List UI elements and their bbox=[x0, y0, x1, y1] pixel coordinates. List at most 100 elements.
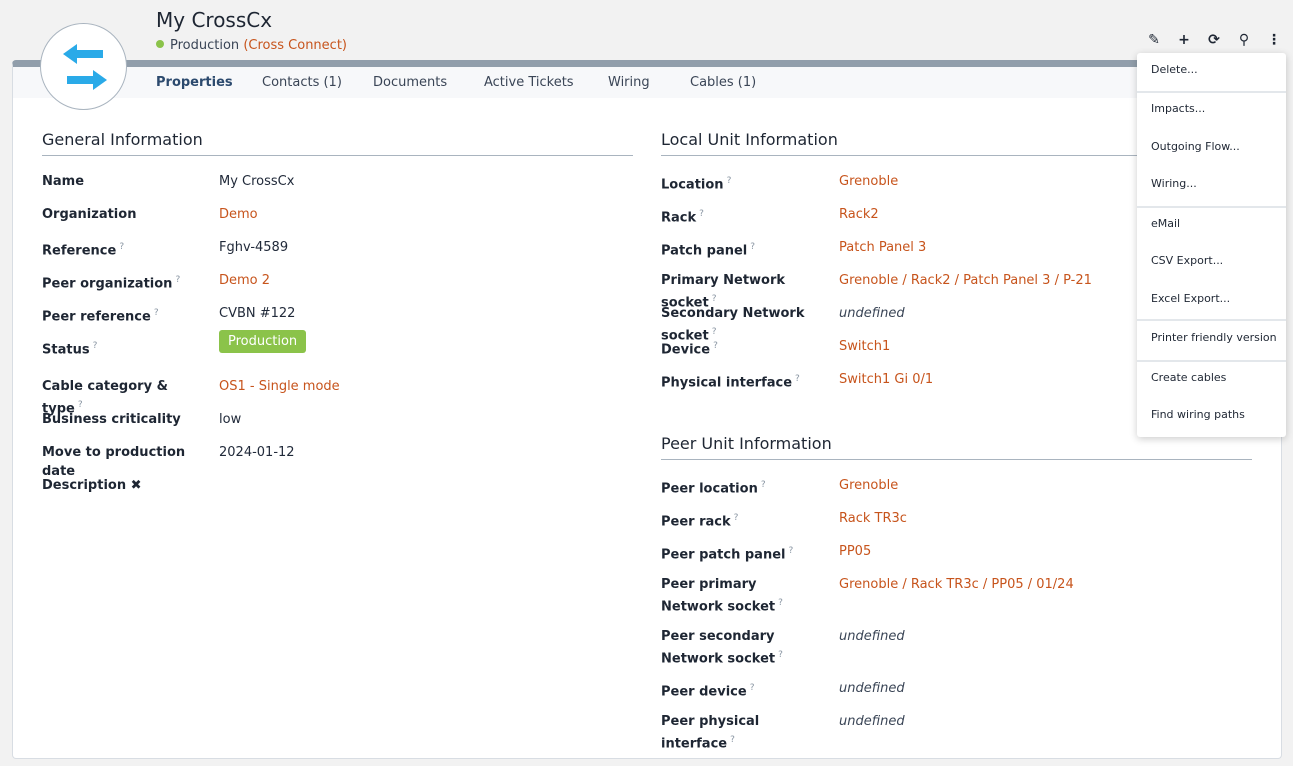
menu-item-excel-export[interactable]: Excel Export... bbox=[1151, 292, 1231, 305]
status-badge: Production bbox=[219, 330, 307, 353]
field-value-cell: undefined bbox=[839, 679, 905, 698]
field-label: Peer rack? bbox=[661, 513, 739, 530]
menu-divider bbox=[1137, 319, 1286, 321]
menu-item-email[interactable]: eMail bbox=[1151, 217, 1181, 230]
field-label: Device? bbox=[661, 341, 718, 358]
field-value-cell: Switch1 bbox=[839, 337, 890, 356]
field-value: 2024-01-12 bbox=[219, 445, 295, 460]
menu-item-wiring[interactable]: Wiring... bbox=[1151, 177, 1197, 190]
field-label: Peer primary Network socket? bbox=[661, 577, 783, 615]
help-icon[interactable]: ? bbox=[711, 327, 717, 337]
field-value-cell: Fghv-4589 bbox=[219, 238, 288, 257]
menu-item-outgoing-flow[interactable]: Outgoing Flow... bbox=[1151, 140, 1240, 153]
field-value[interactable]: PP05 bbox=[839, 544, 872, 559]
field-value[interactable]: Demo 2 bbox=[219, 273, 271, 288]
menu-item-find-wiring-paths[interactable]: Find wiring paths bbox=[1151, 408, 1245, 421]
tab-bar: Properties Contacts (1) Documents Active Ti… bbox=[13, 67, 1281, 98]
field-value[interactable]: Grenoble / Rack2 / Patch Panel 3 / P-21 bbox=[839, 273, 1092, 288]
field-value[interactable]: Grenoble bbox=[839, 478, 899, 493]
tab-properties[interactable]: Properties bbox=[156, 75, 233, 90]
field-value[interactable]: Switch1 bbox=[839, 339, 891, 354]
field-value-cell: undefined bbox=[839, 627, 905, 646]
help-icon[interactable]: ? bbox=[733, 513, 739, 523]
field-value[interactable]: Rack TR3c bbox=[839, 511, 907, 526]
field-value-cell: Rack TR3c bbox=[839, 509, 907, 528]
toolbar: ✎ + ⟳ ⚲ ⋮ bbox=[1146, 32, 1282, 48]
tab-documents[interactable]: Documents bbox=[373, 75, 448, 90]
field-value[interactable]: Switch1 Gi 0/1 bbox=[839, 372, 934, 387]
more-vertical-icon[interactable]: ⋮ bbox=[1267, 32, 1281, 48]
search-icon[interactable]: ⚲ bbox=[1238, 32, 1250, 48]
help-icon[interactable]: ? bbox=[175, 275, 181, 285]
help-icon[interactable]: ? bbox=[77, 400, 83, 410]
field-label: Peer secondary Network socket? bbox=[661, 629, 783, 667]
help-icon[interactable]: ? bbox=[778, 598, 783, 608]
field-label: Move to production date bbox=[42, 445, 186, 479]
menu-divider bbox=[1137, 206, 1286, 208]
field-value-cell: Switch1 Gi 0/1 bbox=[839, 370, 933, 389]
help-icon[interactable]: ? bbox=[153, 308, 159, 318]
menu-item-create-cables[interactable]: Create cables bbox=[1151, 371, 1227, 384]
help-icon[interactable]: ? bbox=[778, 650, 783, 660]
field-value-cell: low bbox=[219, 410, 241, 429]
help-icon[interactable]: ? bbox=[726, 176, 732, 186]
page-title: My CrossCx bbox=[156, 8, 273, 32]
actions-menu: Delete... Impacts... Outgoing Flow... Wirin… bbox=[1137, 53, 1286, 437]
tab-cables[interactable]: Cables (1) bbox=[690, 75, 757, 90]
field-label: Peer organization? bbox=[42, 275, 181, 292]
field-value-cell: Grenoble bbox=[839, 172, 898, 191]
field-value: undefined bbox=[839, 629, 905, 644]
field-value-cell: Rack2 bbox=[839, 205, 879, 224]
menu-divider bbox=[1137, 360, 1286, 362]
menu-item-delete[interactable]: Delete... bbox=[1151, 63, 1198, 76]
help-icon[interactable]: ? bbox=[699, 209, 704, 219]
field-value[interactable]: Rack2 bbox=[839, 207, 879, 222]
peer-section-title: Peer Unit Information bbox=[661, 434, 1252, 460]
class-link[interactable]: Cross Connect bbox=[248, 38, 342, 53]
field-label: Status? bbox=[42, 341, 98, 358]
menu-divider bbox=[1137, 91, 1286, 93]
field-value-cell: My CrossCx bbox=[219, 172, 294, 191]
field-value-cell: Grenoble / Rack TR3c / PP05 / 01/24 bbox=[839, 575, 1074, 594]
field-label: Rack? bbox=[661, 209, 704, 226]
field-value[interactable]: Grenoble / Rack TR3c / PP05 / 01/24 bbox=[839, 577, 1074, 592]
help-icon[interactable]: ? bbox=[119, 242, 125, 252]
help-icon[interactable]: ? bbox=[795, 374, 800, 384]
local-section-title: Local Unit Information bbox=[661, 130, 1252, 156]
field-value[interactable]: Grenoble bbox=[839, 174, 899, 189]
help-icon[interactable]: ? bbox=[711, 294, 717, 304]
help-icon[interactable]: ? bbox=[750, 242, 756, 252]
tab-contacts[interactable]: Contacts (1) bbox=[262, 75, 342, 90]
help-icon[interactable]: ? bbox=[760, 480, 766, 490]
tab-active-tickets[interactable]: Active Tickets bbox=[484, 75, 574, 90]
menu-item-csv-export[interactable]: CSV Export... bbox=[1151, 254, 1224, 267]
field-value: low bbox=[219, 412, 242, 427]
field-value[interactable]: OS1 - Single mode bbox=[219, 379, 340, 394]
field-label: Physical interface? bbox=[661, 374, 800, 391]
field-label: Peer physical interface? bbox=[661, 714, 760, 752]
tab-wiring[interactable]: Wiring bbox=[608, 75, 650, 90]
field-value-cell: Production bbox=[219, 330, 307, 356]
refresh-icon[interactable]: ⟳ bbox=[1208, 32, 1220, 48]
field-label: Business criticality bbox=[42, 412, 181, 427]
status-dot-icon bbox=[156, 40, 164, 48]
general-section-title: General Information bbox=[42, 130, 633, 156]
field-value-cell: Demo bbox=[219, 205, 258, 224]
field-value[interactable]: Patch Panel 3 bbox=[839, 240, 927, 255]
subtitle: Production (Cross Connect) bbox=[156, 38, 347, 53]
edit-pencil-icon[interactable]: ✎ bbox=[1148, 32, 1160, 48]
help-icon[interactable]: ? bbox=[92, 341, 98, 351]
field-value[interactable]: Demo bbox=[219, 207, 258, 222]
field-label: Peer patch panel? bbox=[661, 546, 794, 563]
help-icon[interactable]: ? bbox=[749, 683, 755, 693]
menu-item-impacts[interactable]: Impacts... bbox=[1151, 102, 1206, 115]
menu-item-printer-friendly-version[interactable]: Printer friendly version bbox=[1151, 331, 1277, 344]
field-value: undefined bbox=[839, 714, 905, 729]
add-plus-icon[interactable]: + bbox=[1178, 32, 1190, 48]
field-label: Location? bbox=[661, 176, 732, 193]
help-icon[interactable]: ? bbox=[730, 735, 735, 745]
field-label: Primary Network socket? bbox=[661, 273, 786, 311]
help-icon[interactable]: ? bbox=[788, 546, 794, 556]
cross-connect-logo-icon bbox=[40, 23, 127, 110]
help-icon[interactable]: ? bbox=[713, 341, 718, 351]
